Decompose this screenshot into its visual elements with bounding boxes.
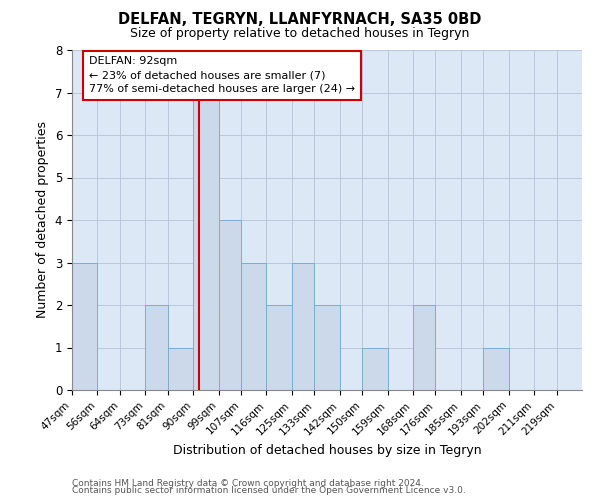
Bar	[241, 262, 266, 390]
Bar	[168, 348, 193, 390]
Bar	[484, 348, 509, 390]
Bar	[362, 348, 388, 390]
Text: DELFAN, TEGRYN, LLANFYRNACH, SA35 0BD: DELFAN, TEGRYN, LLANFYRNACH, SA35 0BD	[118, 12, 482, 28]
Bar	[266, 305, 292, 390]
Bar	[145, 305, 168, 390]
Bar	[193, 92, 218, 390]
Bar	[292, 262, 314, 390]
Bar	[218, 220, 241, 390]
X-axis label: Distribution of detached houses by size in Tegryn: Distribution of detached houses by size …	[173, 444, 481, 456]
Bar	[72, 262, 97, 390]
Bar	[314, 305, 340, 390]
Text: Size of property relative to detached houses in Tegryn: Size of property relative to detached ho…	[130, 28, 470, 40]
Text: Contains public sector information licensed under the Open Government Licence v3: Contains public sector information licen…	[72, 486, 466, 495]
Y-axis label: Number of detached properties: Number of detached properties	[36, 122, 49, 318]
Text: DELFAN: 92sqm
← 23% of detached houses are smaller (7)
77% of semi-detached hous: DELFAN: 92sqm ← 23% of detached houses a…	[89, 56, 355, 94]
Bar	[413, 305, 436, 390]
Text: Contains HM Land Registry data © Crown copyright and database right 2024.: Contains HM Land Registry data © Crown c…	[72, 478, 424, 488]
